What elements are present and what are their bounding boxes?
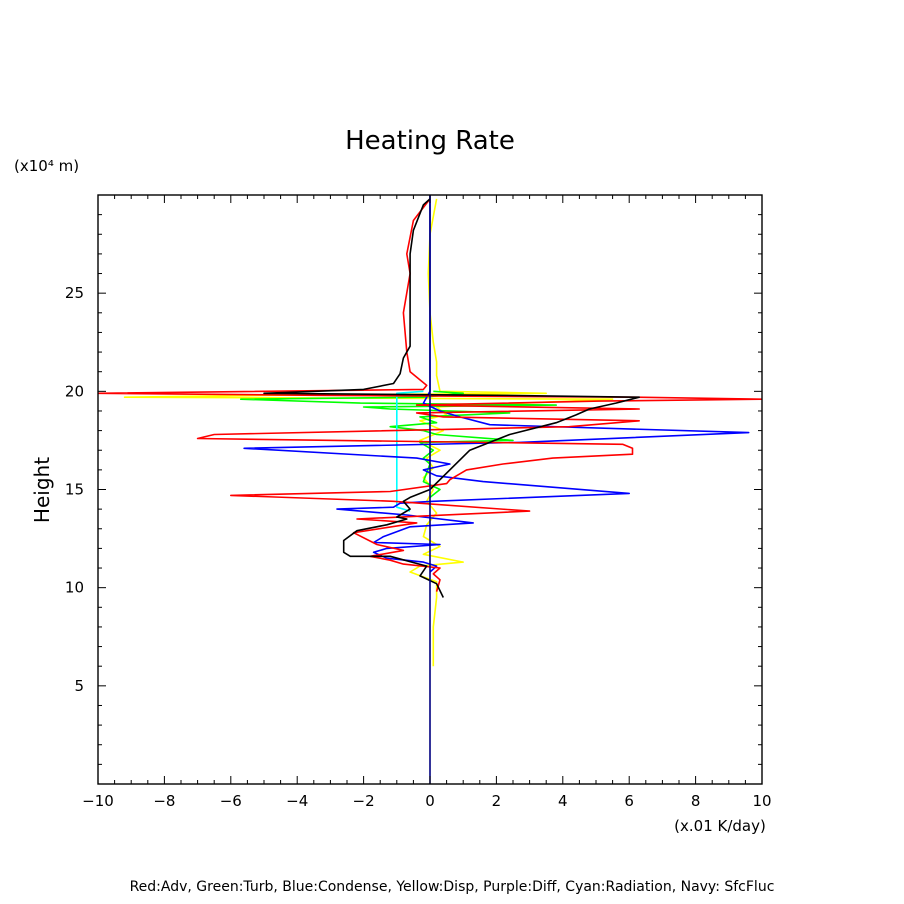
x-tick-label: −10 — [82, 792, 114, 810]
x-tick-label: −4 — [286, 792, 308, 810]
chart-title: Heating Rate — [345, 126, 515, 156]
plot-area: −10 −8 −6 −4 −2 0 2 4 6 8 10 5 10 15 20 25 — [65, 194, 772, 810]
x-tick-label: 4 — [558, 792, 568, 810]
x-tick-label: −2 — [353, 792, 375, 810]
x-tick-label: 8 — [691, 792, 701, 810]
y-unit-label: (x10⁴ m) — [14, 157, 79, 175]
series-line-2 — [395, 390, 424, 512]
x-tick-label: −6 — [220, 792, 242, 810]
y-tick-label: 5 — [74, 677, 84, 695]
y-tick-label: 15 — [65, 481, 84, 499]
x-tick-label: 0 — [425, 792, 435, 810]
series-line-1 — [240, 390, 558, 499]
x-tick-label: −8 — [153, 792, 175, 810]
series-line-3 — [243, 195, 750, 573]
series-line-5 — [263, 198, 641, 598]
y-axis-label: Height — [30, 457, 54, 523]
y-tick-label: 10 — [65, 579, 84, 597]
x-tick-label: 10 — [752, 792, 771, 810]
series-line-0 — [123, 198, 614, 667]
y-tick-label: 25 — [65, 284, 84, 302]
legend-text: Red:Adv, Green:Turb, Blue:Condense, Yell… — [130, 879, 775, 895]
x-tick-label: 6 — [624, 792, 634, 810]
series-line-4 — [98, 198, 762, 592]
x-axis-label: (x.01 K/day) — [674, 817, 766, 835]
y-tick-label: 20 — [65, 382, 84, 400]
x-tick-label: 2 — [492, 792, 502, 810]
series-group — [98, 195, 762, 784]
